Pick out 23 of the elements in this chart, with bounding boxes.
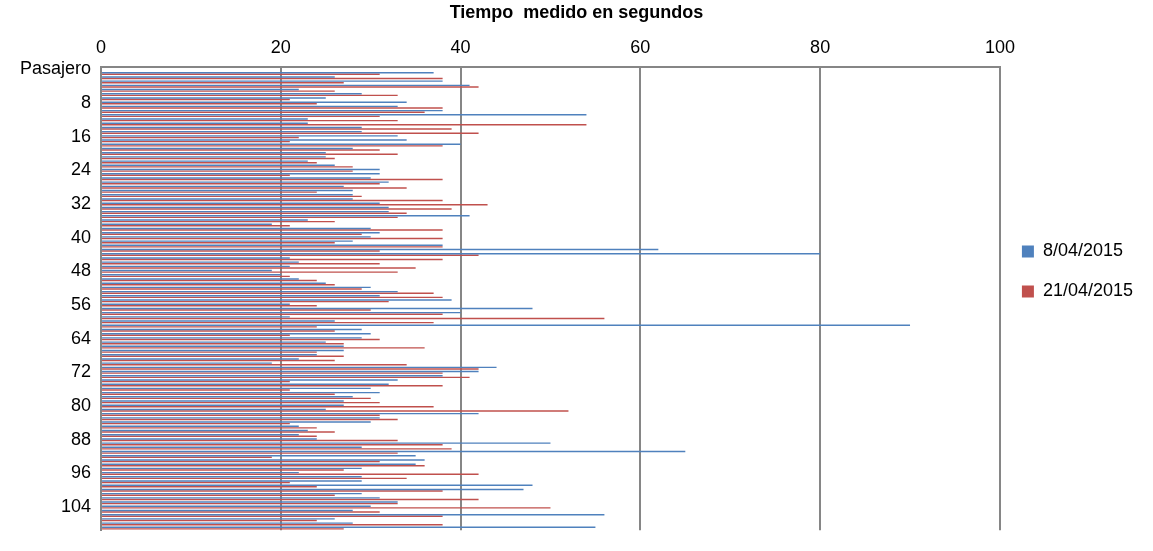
x-tick-label: 60: [630, 37, 651, 58]
y-tick-label: 32: [71, 192, 92, 213]
chart-title: Tiempo medido en segundos: [449, 1, 704, 22]
y-tick-label: 16: [71, 125, 92, 146]
y-tick-label: 8: [81, 91, 92, 112]
y-tick-label: 80: [71, 395, 92, 415]
y-tick-label: Pasajero: [20, 58, 92, 79]
y-tick-label: 56: [71, 293, 92, 314]
y-tick-label: 24: [71, 159, 92, 180]
legend-label: 8/04/2015: [1042, 240, 1123, 261]
x-tick-label: 20: [270, 37, 291, 58]
y-tick-label: 64: [71, 327, 92, 348]
y-tick-label: 72: [71, 361, 92, 382]
y-tick-label: 40: [71, 226, 92, 247]
y-tick-label: 88: [71, 428, 92, 449]
y-tick-label: 104: [61, 496, 92, 517]
x-tick-label: 100: [984, 37, 1015, 58]
legend-label: 21/04/2015: [1042, 280, 1134, 301]
x-tick-label: 80: [810, 37, 831, 58]
x-tick-label: 0: [96, 37, 107, 58]
y-tick-label: 96: [71, 462, 92, 483]
x-tick-label: 40: [450, 37, 471, 58]
y-tick-label: 48: [71, 260, 92, 281]
